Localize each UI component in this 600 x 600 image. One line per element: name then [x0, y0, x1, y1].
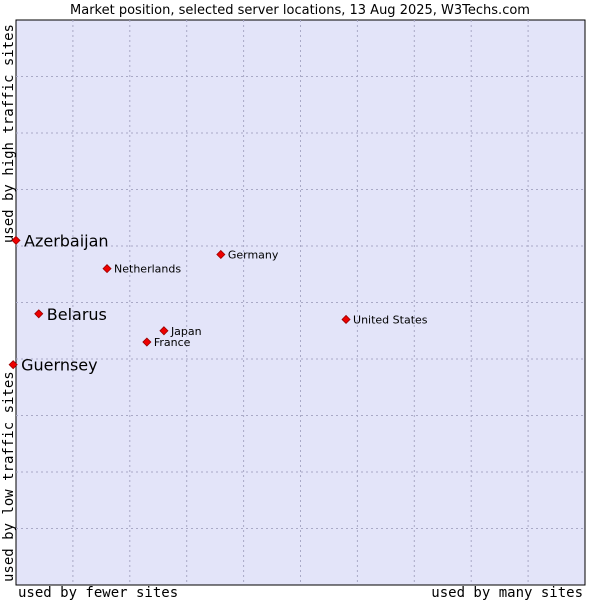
data-point-marker — [216, 249, 226, 260]
chart-title: Market position, selected server locatio… — [70, 3, 530, 18]
data-point-marker — [34, 309, 44, 319]
data-point-label: United States — [353, 313, 428, 326]
x-axis-high-label: used by many sites — [431, 585, 583, 600]
x-axis-low-label: used by fewer sites — [18, 585, 178, 600]
data-point-marker — [11, 235, 21, 245]
data-point-label: Belarus — [47, 305, 107, 324]
data-point-label: Guernsey — [21, 356, 97, 375]
data-point-marker — [142, 337, 152, 347]
data-point-label: Netherlands — [114, 263, 181, 276]
y-axis-high-label: used by high traffic sites — [1, 24, 17, 243]
data-points: Netherlands Germany United States JapanFran… — [8, 231, 428, 375]
data-point-marker — [341, 314, 351, 325]
data-point-marker — [102, 264, 112, 274]
data-point-marker — [8, 360, 18, 370]
grid — [16, 20, 585, 585]
y-axis-low-label: used by low traffic sites — [1, 371, 17, 582]
data-point-label: Germany — [228, 248, 279, 261]
data-point-label: France — [154, 336, 191, 349]
data-point-marker — [159, 326, 169, 336]
data-point-label: Azerbaijan — [24, 231, 109, 250]
data-point-label: Japan — [170, 325, 202, 338]
